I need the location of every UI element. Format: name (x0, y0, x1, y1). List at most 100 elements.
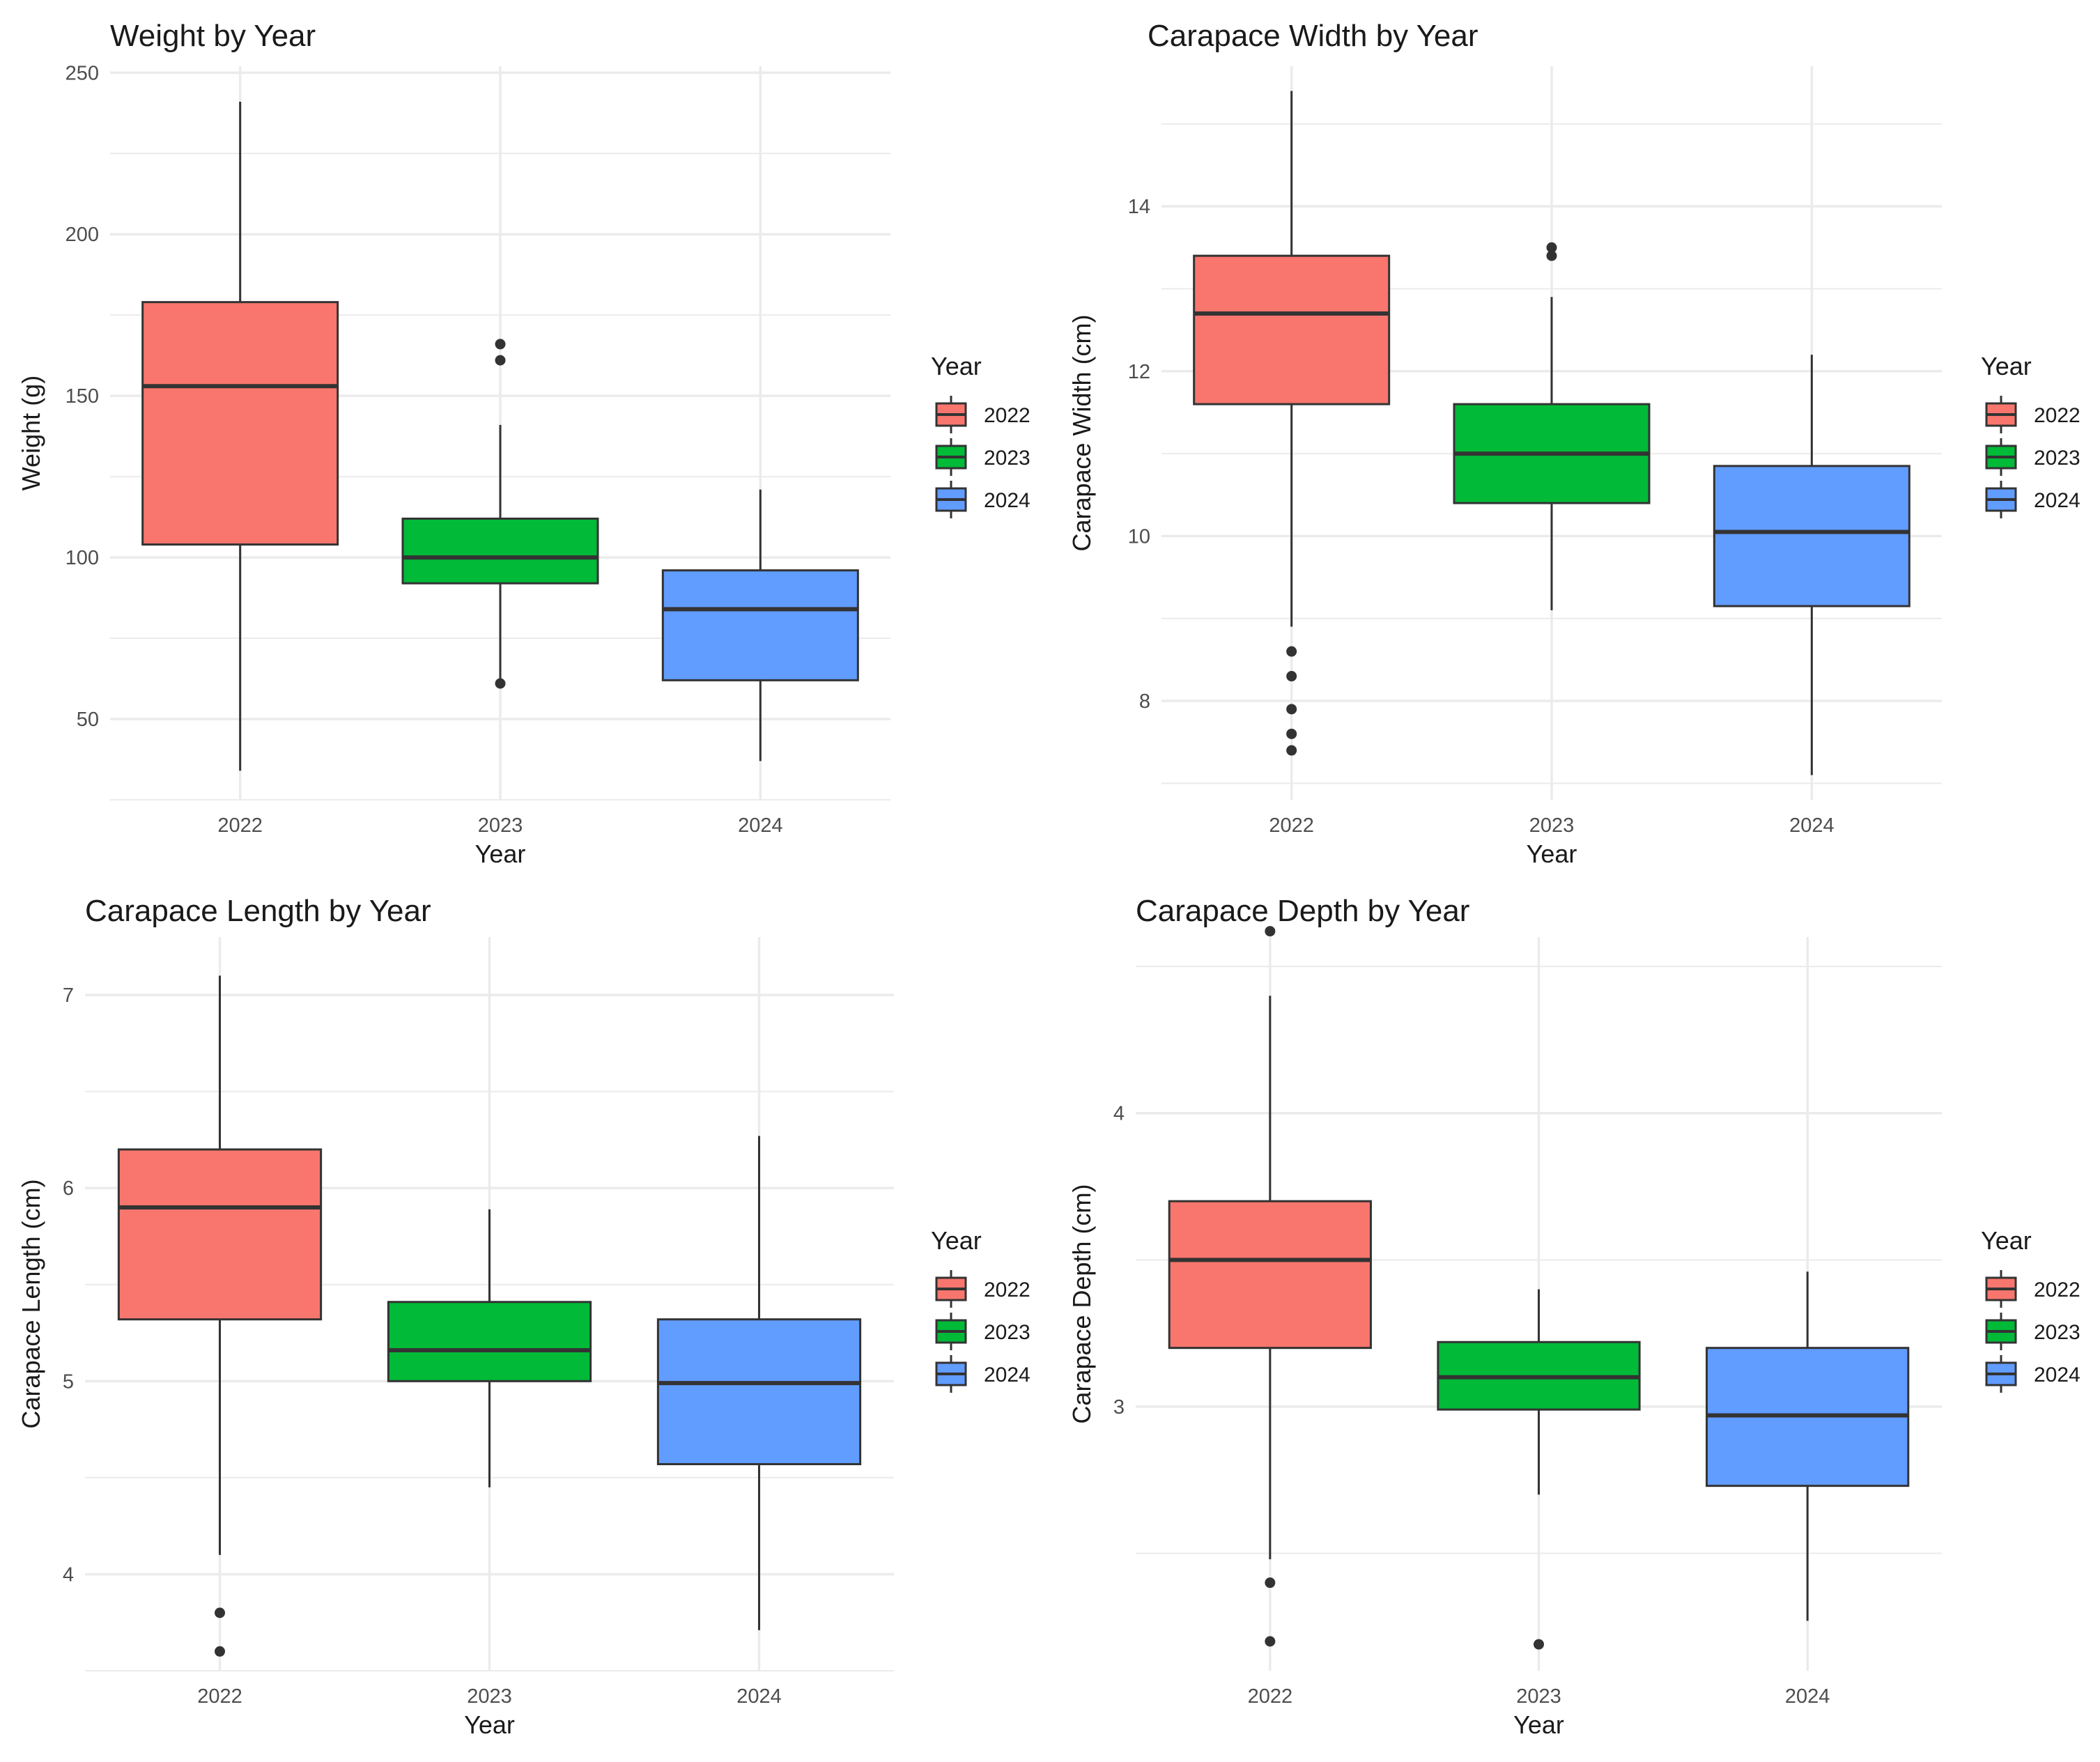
iqr-box (1713, 465, 1910, 608)
y-tick-label: 7 (63, 984, 74, 1007)
outlier-point (1265, 1577, 1276, 1589)
y-tick-label: 150 (65, 385, 99, 408)
x-axis-title: Year (1513, 1710, 1564, 1739)
x-tick-label: 2023 (1529, 814, 1575, 837)
box-2023 (1437, 1289, 1641, 1650)
box-2022 (1168, 926, 1372, 1647)
y-tick-label: 8 (1139, 690, 1150, 713)
legend-title: Year (1981, 1226, 2032, 1255)
y-tick-label: 200 (65, 224, 99, 246)
iqr-box (661, 569, 859, 681)
y-tick-label: 14 (1128, 196, 1150, 218)
chart-panel-1: 50 100 150 200 250 2022 2023 2024 Year Weight (g)… (17, 19, 1030, 868)
chart-panel-4: 3 4 2022 2023 2024 Year Carapace Depth (cm) Car… (1067, 894, 2080, 1739)
y-axis-title: Carapace Depth (cm) (1067, 1184, 1096, 1423)
y-axis-title: Carapace Width (cm) (1067, 314, 1096, 551)
chart-title: Carapace Width by Year (1148, 19, 1479, 53)
x-axis-title: Year (475, 840, 526, 868)
x-tick-label: 2022 (217, 814, 263, 837)
box-2024 (1706, 1272, 1910, 1621)
y-tick-label: 250 (65, 62, 99, 84)
iqr-box (1168, 1200, 1372, 1350)
outlier-point (1265, 1636, 1276, 1647)
legend: Year 2022 2023 2024 (931, 352, 1030, 518)
legend-entry-label: 2022 (984, 1278, 1030, 1301)
legend-entry-label: 2022 (2034, 404, 2080, 427)
y-tick-label: 12 (1128, 361, 1150, 383)
box-2022 (1193, 91, 1391, 756)
legend-entry-label: 2023 (2034, 1321, 2080, 1344)
legend: Year 2022 2023 2024 (1981, 352, 2080, 518)
box-2023 (1453, 242, 1651, 610)
chart-title: Carapace Length by Year (85, 894, 431, 928)
y-tick-label: 4 (1113, 1103, 1125, 1125)
y-axis-title: Weight (g) (17, 376, 45, 490)
legend-entry-label: 2024 (2034, 489, 2080, 512)
box-2024 (656, 1136, 862, 1630)
legend-entry-label: 2024 (984, 1363, 1030, 1386)
x-tick-label: 2024 (738, 814, 783, 837)
outlier-point (495, 339, 506, 350)
outlier-point (1286, 745, 1297, 756)
x-tick-label: 2024 (1789, 814, 1835, 837)
box-2024 (1713, 355, 1910, 775)
box-2022 (117, 975, 323, 1657)
legend-title: Year (1981, 352, 2032, 380)
chart-panel-2: 8 10 12 14 2022 2023 2024 Year Carapace Width (c… (1067, 19, 2080, 868)
x-tick-label: 2024 (736, 1685, 782, 1708)
y-tick-label: 3 (1113, 1396, 1125, 1419)
legend-entry-label: 2022 (984, 404, 1030, 427)
iqr-box (387, 1301, 592, 1382)
outlier-point (1534, 1639, 1544, 1650)
x-tick-label: 2022 (1269, 814, 1314, 837)
outlier-point (1265, 926, 1276, 937)
outlier-point (1286, 728, 1297, 739)
outlier-point (1546, 250, 1557, 261)
chart-title: Weight by Year (110, 19, 316, 53)
x-tick-label: 2022 (197, 1685, 242, 1708)
x-tick-label: 2024 (1785, 1685, 1830, 1708)
iqr-box (656, 1318, 862, 1465)
outlier-point (215, 1646, 225, 1657)
outlier-point (495, 355, 506, 366)
y-axis-title: Carapace Length (cm) (17, 1179, 45, 1428)
iqr-box (1193, 254, 1391, 405)
legend-entry-label: 2023 (984, 1321, 1030, 1344)
box-2023 (387, 1209, 592, 1487)
y-tick-label: 50 (77, 709, 99, 731)
x-axis-title: Year (1527, 840, 1577, 868)
outlier-point (1286, 671, 1297, 682)
legend-entry-label: 2022 (2034, 1278, 2080, 1301)
chart-title: Carapace Depth by Year (1136, 894, 1469, 928)
y-tick-label: 10 (1128, 525, 1150, 548)
legend-entry-label: 2024 (2034, 1363, 2080, 1386)
y-tick-label: 100 (65, 547, 99, 569)
outlier-point (495, 678, 506, 689)
legend-entry-label: 2024 (984, 489, 1030, 512)
x-tick-label: 2023 (478, 814, 523, 837)
outlier-point (1546, 242, 1557, 253)
legend-title: Year (931, 352, 982, 380)
x-tick-label: 2022 (1248, 1685, 1293, 1708)
x-tick-label: 2023 (467, 1685, 512, 1708)
legend-entry-label: 2023 (984, 447, 1030, 470)
outlier-point (215, 1607, 225, 1618)
x-tick-label: 2023 (1516, 1685, 1561, 1708)
iqr-box (401, 517, 599, 585)
y-tick-label: 6 (63, 1177, 74, 1200)
outlier-point (1286, 646, 1297, 657)
y-tick-label: 4 (63, 1563, 74, 1586)
outlier-point (1286, 704, 1297, 715)
x-axis-title: Year (464, 1710, 515, 1739)
legend-title: Year (931, 1226, 982, 1255)
iqr-box (117, 1148, 323, 1321)
box-2022 (141, 102, 339, 771)
legend-entry-label: 2023 (2034, 447, 2080, 470)
iqr-box (141, 301, 339, 546)
box-2023 (401, 339, 599, 689)
chart-panel-3: 4 5 6 7 2022 2023 2024 Year Carapace Length (cm)… (17, 894, 1030, 1739)
box-2024 (661, 489, 859, 762)
